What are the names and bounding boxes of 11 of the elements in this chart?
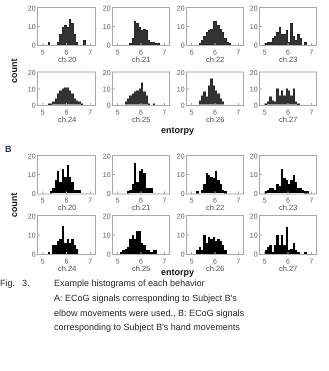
text: A: ECoG signals corresponding to Subject B's [54,293,238,303]
y-axis-title: count [9,58,20,83]
text: B [5,144,12,154]
text: entorpy [161,267,194,277]
text: entorpy [161,125,194,135]
text: Example histograms of each behavior [54,278,205,288]
y-axis-title: count [8,192,19,218]
text: 3. [22,278,30,288]
text: Fig. [0,278,16,288]
text: corresponding to Subject B's hand movements [54,322,240,332]
text: elbow movements were used., B: ECoG signals [54,308,245,318]
